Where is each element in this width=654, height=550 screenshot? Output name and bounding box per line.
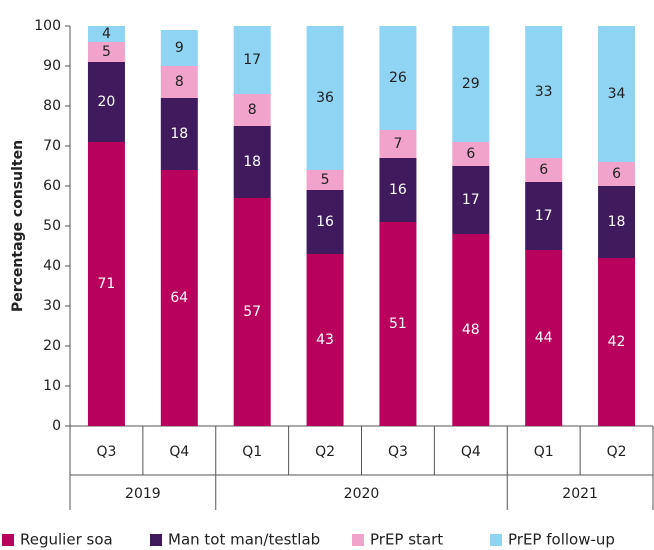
bar-segment	[525, 182, 563, 250]
data-label: 7	[393, 136, 402, 152]
x-group-label: 2021	[562, 486, 598, 502]
bar-segment	[233, 198, 271, 426]
data-label: 48	[462, 322, 480, 338]
bar-segment	[160, 66, 198, 98]
data-label: 26	[389, 70, 407, 86]
bar-segment	[379, 26, 417, 130]
x-tick-label: Q1	[242, 444, 262, 460]
bar-segment	[525, 250, 563, 426]
bar-segment	[598, 186, 636, 258]
bar-segment	[233, 126, 271, 198]
x-tick-label: Q1	[534, 444, 554, 460]
legend-swatch	[352, 534, 364, 546]
data-label: 33	[535, 84, 553, 100]
data-label: 34	[608, 86, 626, 102]
data-label: 57	[243, 304, 261, 320]
x-group-label: 2019	[125, 486, 161, 502]
bar-segment	[306, 190, 344, 254]
bar-segment	[306, 254, 344, 426]
legend-swatch	[490, 534, 502, 546]
y-tick-label: 70	[43, 138, 61, 154]
bar-segment	[233, 94, 271, 126]
y-tick-label: 10	[43, 378, 61, 394]
data-label: 8	[175, 74, 184, 90]
data-label: 18	[170, 126, 188, 142]
y-axis-title: Percentage consulten	[10, 140, 26, 312]
x-tick-label: Q4	[461, 444, 481, 460]
bar-segment	[160, 30, 198, 66]
bar-segment	[233, 26, 271, 94]
data-label: 8	[248, 102, 257, 118]
data-label: 18	[243, 154, 261, 170]
data-label: 6	[539, 162, 548, 178]
data-label: 5	[321, 172, 330, 188]
data-label: 17	[243, 52, 261, 68]
bar-segment	[452, 234, 490, 426]
bar-segment	[452, 26, 490, 142]
data-label: 16	[316, 214, 334, 230]
bar-segment	[160, 98, 198, 170]
data-label: 18	[608, 214, 626, 230]
bar-segment	[598, 26, 636, 162]
y-tick-label: 100	[34, 18, 61, 34]
data-label: 44	[535, 330, 553, 346]
data-label: 9	[175, 40, 184, 56]
bar-segment	[525, 158, 563, 182]
legend-label: PrEP start	[370, 531, 443, 549]
data-label: 36	[316, 90, 334, 106]
data-label: 64	[170, 290, 188, 306]
bar-segment	[452, 166, 490, 234]
bar-segment	[452, 142, 490, 166]
data-label: 17	[535, 208, 553, 224]
y-tick-label: 90	[43, 58, 61, 74]
bar-segment	[379, 130, 417, 158]
bar-segment	[87, 42, 125, 62]
y-tick-label: 20	[43, 338, 61, 354]
data-label: 16	[389, 182, 407, 198]
y-tick-label: 30	[43, 298, 61, 314]
bar-segment	[379, 222, 417, 426]
data-label: 29	[462, 76, 480, 92]
y-tick-label: 60	[43, 178, 61, 194]
legend-label: Man tot man/testlab	[168, 531, 320, 549]
bar-segment	[379, 158, 417, 222]
data-label: 17	[462, 192, 480, 208]
legend-label: PrEP follow-up	[508, 531, 615, 549]
bar-segment	[306, 170, 344, 190]
x-group-label: 2020	[344, 486, 380, 502]
y-tick-label: 40	[43, 258, 61, 274]
legend-label: Regulier soa	[20, 531, 113, 549]
bar-segment	[525, 26, 563, 158]
data-label: 4	[102, 26, 111, 42]
y-tick-label: 80	[43, 98, 61, 114]
legend-swatch	[2, 534, 14, 546]
data-label: 20	[98, 94, 116, 110]
x-tick-label: Q3	[388, 444, 408, 460]
data-label: 71	[98, 276, 116, 292]
bar-segment	[306, 26, 344, 170]
x-tick-label: Q2	[315, 444, 335, 460]
y-tick-label: 0	[52, 418, 61, 434]
data-label: 51	[389, 316, 407, 332]
x-tick-label: Q2	[607, 444, 627, 460]
data-label: 5	[102, 44, 111, 60]
legend-swatch	[150, 534, 162, 546]
bar-segment	[87, 142, 125, 426]
y-tick-label: 50	[43, 218, 61, 234]
x-tick-label: Q3	[96, 444, 116, 460]
bar-segment	[598, 162, 636, 186]
bar-segment	[87, 62, 125, 142]
bar-segment	[87, 26, 125, 42]
data-label: 42	[608, 334, 626, 350]
data-label: 43	[316, 332, 334, 348]
data-label: 6	[466, 146, 475, 162]
bar-segment	[160, 170, 198, 426]
bar-segment	[598, 258, 636, 426]
x-tick-label: Q4	[169, 444, 189, 460]
data-label: 6	[612, 166, 621, 182]
